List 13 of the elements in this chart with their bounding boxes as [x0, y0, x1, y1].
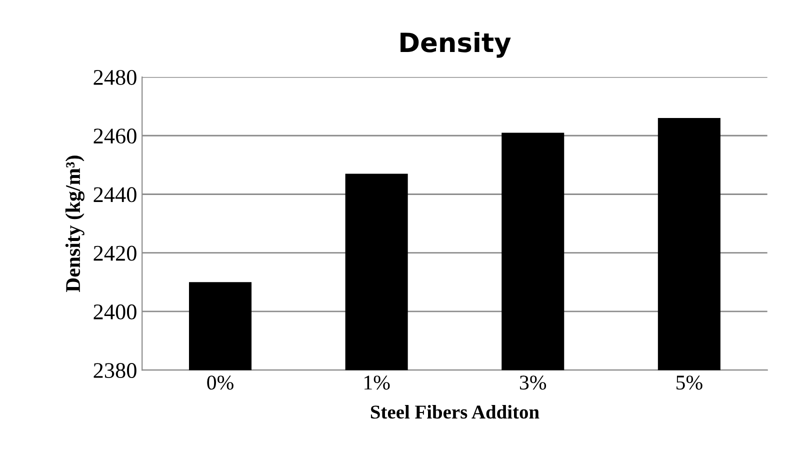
x-tick-label: 3%	[520, 376, 546, 390]
y-tick-label: 2380	[94, 363, 136, 378]
y-tick-label: 2400	[94, 304, 136, 320]
x-tick-label: 0%	[207, 376, 234, 390]
x-tick-label: 1%	[364, 376, 390, 390]
y-axis-title: Density (kg/m³)	[65, 156, 84, 292]
x-tick-label: 5%	[676, 376, 702, 390]
y-tick-label: 2460	[94, 128, 136, 144]
y-tick-label: 2440	[94, 187, 136, 202]
x-axis-title: Steel Fibers Additon	[370, 404, 540, 419]
y-tick-label: 2480	[94, 70, 136, 85]
chart-title: Density	[400, 32, 511, 58]
y-tick-label: 2420	[94, 246, 136, 261]
